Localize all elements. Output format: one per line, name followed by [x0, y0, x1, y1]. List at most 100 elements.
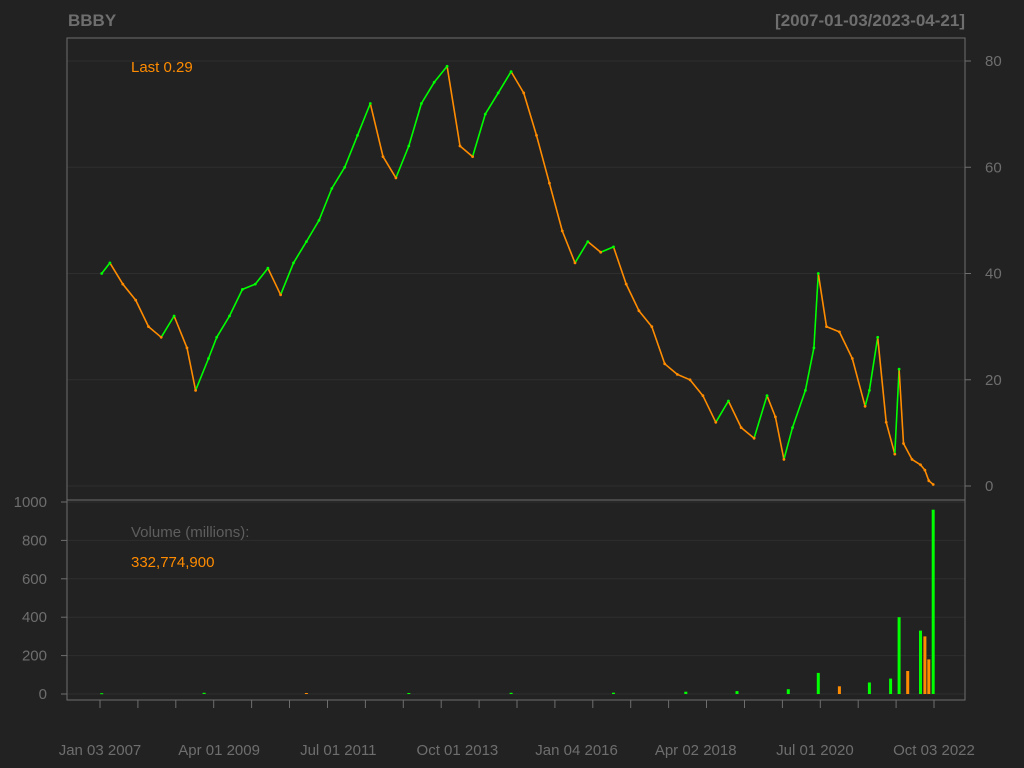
price-segment — [868, 337, 879, 391]
price-segment — [369, 103, 384, 157]
price-segment — [548, 182, 564, 232]
price-point — [317, 219, 321, 222]
price-point — [560, 229, 564, 233]
price-tick-label: 0 — [985, 478, 993, 495]
volume-bar — [786, 689, 790, 694]
price-segment — [318, 188, 333, 221]
price-point — [923, 468, 927, 472]
price-segment — [194, 358, 210, 391]
volume-bar — [897, 617, 901, 694]
price-point — [343, 165, 347, 169]
price-point — [548, 181, 551, 185]
price-segment — [254, 267, 269, 285]
price-segment — [924, 469, 930, 481]
x-tick-label: Jan 03 2007 — [59, 742, 142, 759]
price-point — [663, 362, 667, 366]
price-segment — [134, 299, 150, 327]
price-point — [215, 335, 219, 339]
x-tick-label: Jul 01 2011 — [300, 742, 376, 759]
price-point — [121, 282, 125, 286]
price-segment — [510, 71, 525, 94]
volume-tick-label: 0 — [39, 686, 47, 703]
volume-bar — [837, 686, 841, 694]
price-point — [509, 70, 513, 73]
price-segment — [109, 262, 124, 285]
price-point — [850, 357, 854, 360]
volume-bar — [100, 693, 104, 695]
price-tick-label: 80 — [985, 53, 1002, 70]
price-segment — [625, 283, 640, 312]
price-point — [471, 155, 474, 159]
price-segment — [497, 71, 512, 94]
price-segment — [876, 337, 887, 423]
price-segment — [186, 347, 197, 391]
volume-bar — [931, 509, 935, 694]
price-series — [100, 64, 935, 486]
price-segment — [459, 145, 474, 158]
volume-panel: 0 200 400 600 800 1000 Volume (millions): 332… — [14, 494, 966, 703]
volume-bar — [407, 693, 411, 694]
x-tick-label: Jan 04 2016 — [535, 742, 618, 759]
price-point — [868, 389, 871, 392]
price-point — [902, 442, 905, 445]
price-segment — [766, 395, 777, 418]
price-point — [108, 261, 112, 265]
volume-bars — [100, 509, 935, 695]
volume-bar — [927, 659, 931, 694]
volume-bar — [612, 692, 615, 694]
price-point — [356, 134, 359, 137]
price-point — [739, 426, 743, 429]
price-tick-label: 60 — [985, 159, 1002, 176]
price-segment — [216, 315, 231, 338]
price-segment — [638, 310, 653, 328]
price-segment — [774, 416, 785, 460]
price-segment — [898, 369, 905, 444]
price-point — [650, 325, 654, 328]
price-point — [172, 314, 176, 318]
price-segment — [173, 315, 188, 349]
price-point — [863, 404, 867, 408]
volume-bar — [202, 692, 206, 694]
price-segment — [783, 427, 794, 460]
price-point — [825, 325, 828, 328]
x-tick-label: Apr 01 2009 — [178, 742, 260, 759]
price-segment — [561, 230, 576, 264]
price-point — [624, 282, 628, 286]
price-segment — [740, 426, 755, 439]
price-point — [765, 394, 769, 398]
price-segment — [727, 400, 742, 428]
price-segment — [484, 92, 499, 115]
price-point — [804, 389, 807, 392]
price-point — [688, 378, 692, 382]
price-point — [876, 335, 880, 339]
volume-y-axis: 0 200 400 600 800 1000 — [14, 494, 67, 703]
price-point — [782, 458, 786, 461]
price-point — [637, 309, 641, 313]
price-segment — [292, 241, 308, 264]
price-segment — [676, 373, 691, 381]
price-point — [292, 261, 295, 265]
price-point — [407, 144, 411, 148]
price-segment — [471, 113, 487, 157]
price-segment — [160, 315, 175, 338]
price-point — [838, 330, 841, 334]
price-segment — [651, 326, 666, 365]
price-segment — [382, 156, 397, 179]
date-range: [2007-01-03/2023-04-21] — [775, 11, 965, 30]
price-point — [910, 458, 914, 461]
price-point — [573, 261, 577, 265]
price-segment — [228, 289, 244, 317]
price-segment — [804, 347, 815, 391]
price-point — [266, 266, 270, 270]
price-point — [752, 436, 756, 440]
price-segment — [331, 166, 346, 189]
price-point — [675, 373, 679, 376]
price-segment — [279, 262, 295, 296]
volume-bar — [735, 691, 739, 694]
x-tick-label: Apr 02 2018 — [655, 742, 737, 759]
price-panel: 0 20 40 60 80 Last 0.29 — [66, 37, 1002, 501]
volume-bar — [923, 636, 927, 694]
price-point — [897, 367, 901, 371]
price-point — [927, 479, 931, 483]
price-point — [522, 91, 526, 95]
